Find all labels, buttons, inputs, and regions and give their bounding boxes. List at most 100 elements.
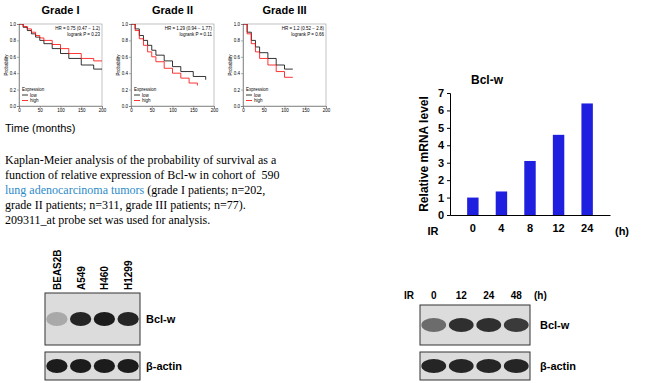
- tick: 200: [99, 106, 107, 113]
- tick: 4: [438, 139, 450, 151]
- tick-label: 0.2: [122, 88, 129, 93]
- blot-membrane: [420, 305, 530, 345]
- annotation: HR = 1.2 (0.52 − 2.8): [282, 26, 325, 31]
- band: [70, 359, 91, 373]
- tick-mark: [447, 215, 450, 216]
- legend: Expressionlowhigh: [134, 87, 157, 103]
- tick-mark: [129, 57, 131, 58]
- plot-frame: [19, 24, 102, 106]
- tick-label: 50: [150, 108, 156, 113]
- annotation: HR = 0.75 (0.47 − 1.2): [55, 26, 100, 31]
- lane-label: 12: [456, 290, 468, 301]
- km-panel: Grade II0.00.20.40.60.81.0050100150200Pr…: [116, 4, 219, 113]
- tick-mark: [17, 40, 19, 41]
- tick-label: 4: [498, 222, 505, 234]
- western-blot: 0122448IR(h)Bcl-wβ-actin: [404, 290, 576, 380]
- tick-label: 100: [57, 108, 65, 113]
- tick-mark: [447, 145, 450, 146]
- tick-mark: [17, 73, 19, 74]
- tick-label: 0.8: [234, 38, 241, 43]
- survival-curve: [243, 24, 293, 77]
- legend-title: Expression: [22, 87, 45, 92]
- plot-area: [467, 103, 593, 215]
- tick-mark: [241, 106, 243, 107]
- tick: 0.2: [234, 88, 243, 93]
- axis: 0.0 0.2 0.4 0.6 0.8 1.0: [234, 22, 244, 109]
- tick-label: 0: [470, 222, 476, 234]
- band: [117, 359, 138, 373]
- band: [449, 359, 474, 373]
- tick-label: 200: [211, 108, 219, 113]
- plot-area: [243, 24, 293, 77]
- tick: 24: [581, 215, 594, 234]
- band: [94, 312, 115, 326]
- band: [476, 318, 501, 332]
- caption: Kaplan-Meier analysis of the probability…: [5, 153, 280, 227]
- tick-mark: [447, 163, 450, 164]
- tick-label: 50: [262, 108, 268, 113]
- annotation: logrank P = 0.11: [180, 32, 213, 37]
- tick: 0.6: [234, 55, 243, 60]
- survival-curve: [19, 24, 102, 69]
- western-blot: BEAS2BA549H460H1299Bcl-wβ-actin: [45, 249, 182, 380]
- annotation: IR: [428, 225, 439, 237]
- tick-label: 200: [99, 108, 107, 113]
- band: [504, 359, 529, 373]
- band: [421, 359, 446, 373]
- tick: 50: [262, 106, 268, 113]
- tick: 150: [302, 106, 310, 113]
- tick-label: 7: [438, 87, 444, 99]
- tick-mark: [129, 24, 131, 25]
- legend-swatch: [22, 95, 28, 96]
- axis-title: Time (months): [5, 122, 76, 134]
- tick-label: 2: [438, 174, 444, 186]
- tick-mark: [129, 106, 131, 107]
- blot-membrane: [45, 352, 140, 380]
- tick-mark: [241, 40, 243, 41]
- tick: 150: [78, 106, 86, 113]
- km-panel: Grade I0.00.20.40.60.81.0050100150200Pro…: [4, 4, 107, 134]
- annotation: logrank P = 0.23: [67, 32, 100, 37]
- tick-label: 1: [438, 192, 444, 204]
- legend-title: Expression: [246, 87, 269, 92]
- tick: 0.4: [122, 71, 131, 76]
- axis-title: Probability: [116, 54, 121, 76]
- tick-label: 0.0: [10, 104, 17, 109]
- tick: 0.6: [122, 55, 131, 60]
- tick-label: 0: [242, 108, 245, 113]
- axis-title: Probability: [4, 54, 9, 76]
- axis: 0481224: [451, 215, 611, 234]
- tick: 0.6: [10, 55, 19, 60]
- km-panel: Grade III0.00.20.40.60.81.0050100150200P…: [228, 4, 331, 113]
- caption-text: 209311_at probe set was used for analysi…: [5, 213, 210, 227]
- tick-label: 0.0: [234, 104, 241, 109]
- tick: 3: [438, 157, 450, 169]
- bar: [496, 191, 507, 215]
- tick: 0.4: [234, 71, 243, 76]
- tick-mark: [447, 180, 450, 181]
- band: [70, 312, 91, 326]
- plot-frame: [243, 24, 326, 106]
- blot-membrane: [45, 293, 140, 345]
- tick: 0.8: [234, 38, 243, 43]
- tick-label: 1.0: [234, 22, 241, 27]
- tick-mark: [129, 90, 131, 91]
- bar: [553, 135, 564, 215]
- bar: [467, 198, 478, 215]
- tick-label: 0.6: [234, 55, 241, 60]
- tick: 100: [169, 106, 177, 113]
- tick: 12: [552, 215, 564, 234]
- bar-chart: Bcl-w012345670481224Relative mRNA levelI…: [417, 73, 629, 237]
- legend-swatch: [134, 100, 140, 101]
- tick-label: 0: [130, 108, 133, 113]
- legend: Expressionlowhigh: [22, 87, 45, 103]
- tick: 6: [438, 104, 450, 116]
- tick-label: 200: [323, 108, 331, 113]
- caption-text: grade II patients; n=311, grade III pati…: [5, 198, 246, 212]
- tick-label: 0.4: [234, 71, 241, 76]
- tick-label: 0.4: [10, 71, 17, 76]
- tick-mark: [129, 73, 131, 74]
- tick: 0.8: [122, 38, 131, 43]
- axis-title: Probability: [228, 54, 233, 76]
- tick: 200: [211, 106, 219, 113]
